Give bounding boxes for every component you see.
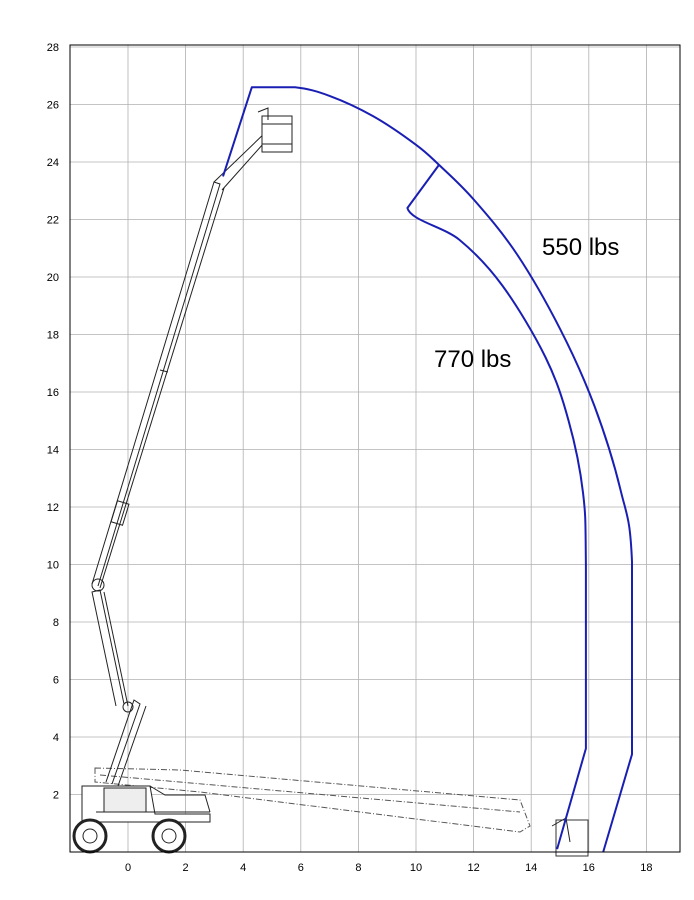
boom-lift-machine-icon <box>72 107 589 857</box>
y-tick-label: 14 <box>47 445 59 457</box>
y-tick-label: 12 <box>47 502 59 514</box>
envelope-line-550-lbs <box>222 86 633 853</box>
y-tick-label: 28 <box>47 42 59 54</box>
y-tick-label: 24 <box>47 157 59 169</box>
x-tick-label: 12 <box>467 862 479 874</box>
x-tick-label: 2 <box>183 862 189 874</box>
grid-lines <box>70 45 680 852</box>
y-tick-label: 6 <box>53 675 59 687</box>
zone-label-770: 770 lbs <box>434 346 511 373</box>
y-tick-label: 4 <box>53 732 59 744</box>
y-tick-label: 8 <box>53 617 59 629</box>
x-axis-ticks: 0 2 4 6 8 10 12 14 16 18 <box>125 862 653 874</box>
x-tick-label: 6 <box>298 862 304 874</box>
x-tick-label: 8 <box>355 862 361 874</box>
x-tick-label: 16 <box>583 862 595 874</box>
x-tick-label: 18 <box>640 862 652 874</box>
envelope-line-770-lbs <box>406 164 587 850</box>
y-tick-label: 20 <box>47 272 59 284</box>
y-tick-label: 18 <box>47 330 59 342</box>
working-envelope <box>222 86 633 853</box>
y-tick-label: 2 <box>53 790 59 802</box>
y-tick-label: 26 <box>47 100 59 112</box>
x-tick-label: 4 <box>240 862 246 874</box>
x-tick-label: 14 <box>525 862 537 874</box>
zone-label-550: 550 lbs <box>542 234 619 261</box>
y-tick-label: 16 <box>47 387 59 399</box>
plot-frame <box>69 44 681 853</box>
x-tick-label: 0 <box>125 862 131 874</box>
x-tick-label: 10 <box>410 862 422 874</box>
y-tick-label: 10 <box>47 560 59 572</box>
y-tick-label: 22 <box>47 215 59 227</box>
